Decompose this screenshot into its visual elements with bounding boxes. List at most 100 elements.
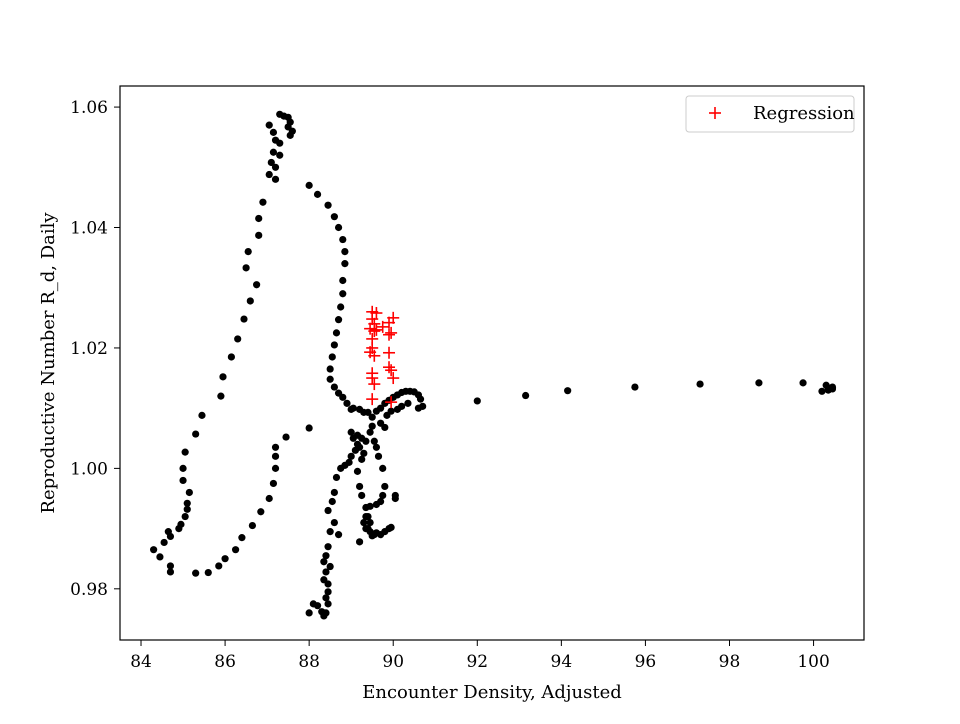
y-tick-label: 1.02 — [70, 339, 108, 359]
data-point — [334, 223, 343, 232]
regression-point — [366, 372, 379, 385]
data-point — [324, 580, 332, 588]
y-axis: 0.98 1.00 1.02 1.04 1.06 — [70, 98, 120, 600]
data-point — [219, 373, 227, 381]
data-point — [175, 524, 183, 533]
data-point — [379, 464, 387, 472]
data-point — [828, 385, 837, 393]
data-point — [755, 379, 763, 387]
data-point — [358, 455, 366, 463]
data-point — [322, 568, 330, 576]
data-point — [334, 531, 343, 539]
data-point — [362, 437, 370, 445]
data-point — [381, 482, 389, 491]
data-point — [160, 538, 168, 547]
data-point — [324, 201, 332, 209]
data-point — [818, 387, 826, 395]
data-point — [364, 512, 372, 521]
data-point — [286, 131, 294, 139]
data-point — [322, 594, 330, 602]
data-point — [166, 568, 175, 576]
data-point — [215, 562, 223, 570]
regression-point — [368, 378, 381, 391]
data-point — [355, 538, 364, 546]
data-point — [387, 523, 395, 531]
data-point — [339, 290, 347, 298]
data-point — [393, 405, 402, 413]
data-point — [183, 505, 191, 513]
regression-point — [370, 323, 383, 336]
data-point — [305, 424, 313, 432]
data-point — [166, 532, 175, 541]
data-point — [227, 353, 235, 361]
data-point — [330, 518, 338, 527]
x-tick-label: 88 — [298, 652, 320, 672]
data-point — [271, 452, 280, 460]
regression-point — [385, 326, 398, 339]
data-point — [362, 503, 370, 512]
data-point — [416, 395, 425, 403]
regression-point — [383, 328, 396, 341]
data-point — [334, 316, 343, 324]
data-point — [320, 558, 328, 566]
data-point — [305, 609, 313, 617]
y-tick-label: 1.04 — [70, 219, 108, 239]
regression-point — [387, 372, 400, 385]
data-point — [372, 443, 381, 451]
regression-point — [387, 311, 400, 324]
x-axis-label: Encounter Density, Adjusted — [362, 682, 622, 703]
y-tick-label: 1.00 — [70, 459, 108, 479]
data-point — [271, 443, 280, 451]
data-point — [360, 408, 368, 416]
data-point — [282, 433, 290, 441]
data-point — [244, 247, 252, 256]
regression-point — [368, 325, 381, 338]
legend: Regression — [685, 95, 855, 133]
data-point — [473, 397, 481, 405]
y-tick-label: 0.98 — [70, 580, 108, 600]
data-point — [231, 546, 240, 554]
data-point — [332, 473, 341, 482]
data-point — [326, 365, 334, 373]
data-point — [242, 264, 250, 272]
data-point — [370, 437, 378, 445]
regression-point — [385, 364, 398, 377]
data-point — [330, 383, 338, 391]
x-tick-label: 84 — [130, 652, 152, 672]
data-point — [332, 329, 341, 337]
data-point — [353, 467, 362, 475]
data-point — [181, 512, 189, 521]
data-point — [696, 380, 704, 388]
data-point — [265, 494, 273, 503]
data-point — [372, 500, 381, 509]
regression-point — [366, 393, 379, 406]
x-tick-label: 86 — [214, 652, 236, 672]
data-point — [324, 600, 332, 608]
data-point — [358, 491, 366, 500]
data-point — [377, 404, 385, 412]
data-point — [324, 506, 332, 515]
data-point — [337, 464, 345, 472]
data-point — [383, 411, 391, 419]
data-point — [347, 428, 355, 436]
data-point — [305, 181, 313, 189]
data-point — [328, 353, 336, 361]
data-point — [339, 393, 347, 401]
data-point — [183, 499, 191, 507]
data-point — [181, 448, 189, 456]
data-point — [366, 428, 374, 436]
regression-point — [366, 313, 379, 326]
data-point — [324, 543, 332, 551]
data-point — [269, 479, 278, 488]
data-point — [374, 452, 383, 460]
x-tick-label: 94 — [551, 652, 573, 672]
data-point — [265, 121, 273, 129]
data-point — [341, 260, 349, 268]
data-point — [339, 276, 347, 285]
data-point — [799, 379, 807, 387]
data-point — [330, 213, 338, 221]
data-point — [347, 452, 355, 460]
data-point — [326, 562, 334, 571]
